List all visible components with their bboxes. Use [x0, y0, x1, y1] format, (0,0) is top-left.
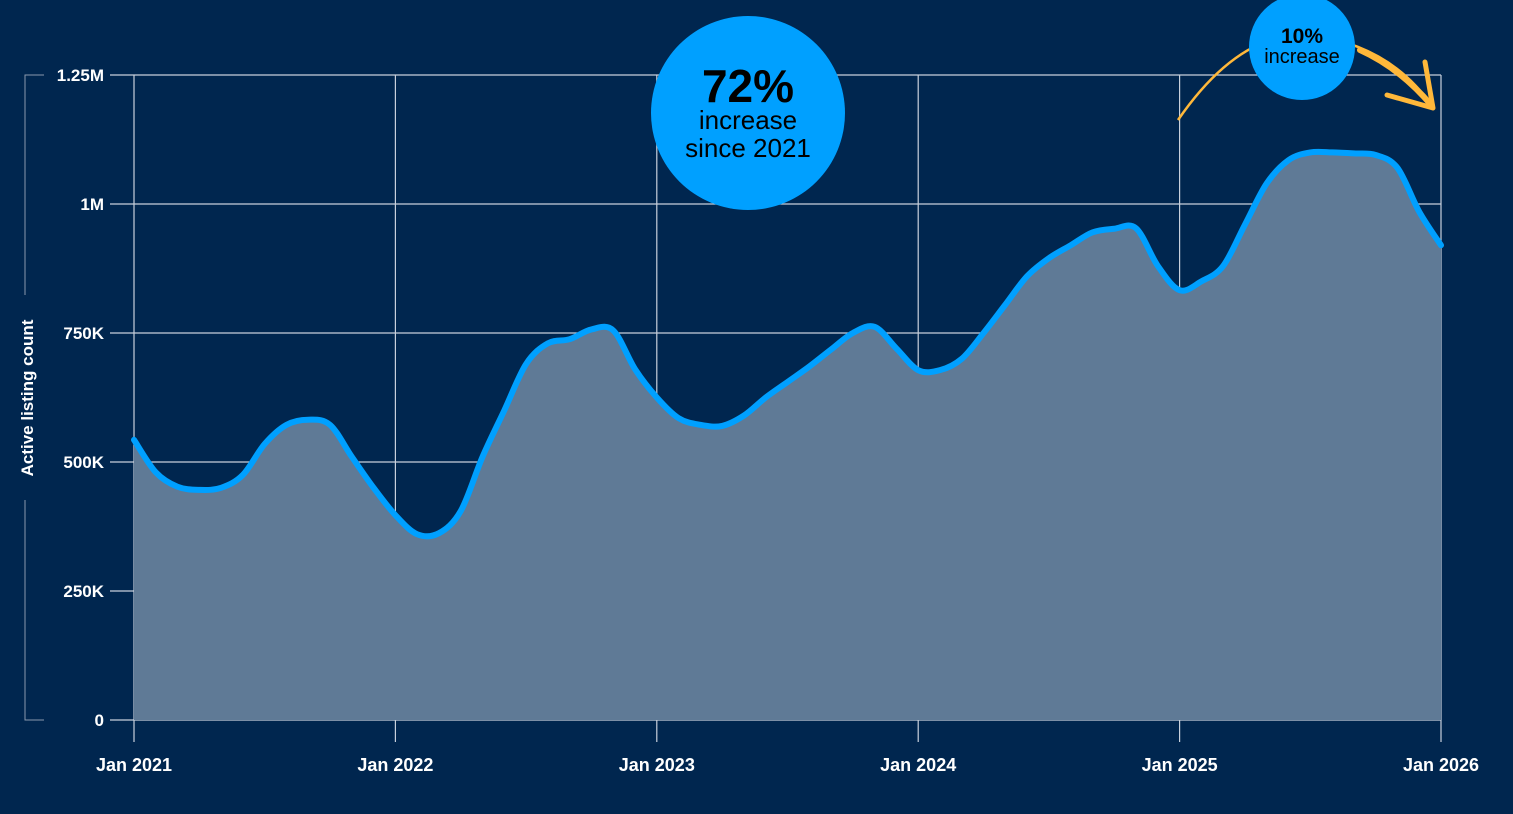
- svg-text:increase: increase: [1264, 46, 1340, 68]
- svg-text:increase: increase: [699, 105, 797, 135]
- svg-text:72%: 72%: [702, 60, 794, 112]
- x-tick-label: Jan 2024: [880, 755, 956, 775]
- svg-text:10%: 10%: [1281, 25, 1323, 48]
- x-tick-label: Jan 2021: [96, 755, 172, 775]
- annotation-72-percent: 72% increase since 2021: [651, 16, 845, 210]
- y-axis-label: Active listing count: [18, 319, 37, 476]
- svg-text:since 2021: since 2021: [685, 133, 811, 163]
- y-tick-label: 1M: [80, 195, 104, 214]
- series-line: [131, 148, 1444, 540]
- y-tick-label: 750K: [63, 324, 104, 343]
- y-tick-label: 1.25M: [57, 66, 104, 85]
- x-tick-label: Jan 2023: [619, 755, 695, 775]
- x-tick-label: Jan 2022: [357, 755, 433, 775]
- annotation-10-percent: 10% increase: [1249, 0, 1355, 100]
- y-tick-label: 250K: [63, 582, 104, 601]
- y-axis-bracket: Active listing count: [14, 74, 44, 721]
- area-fill: [134, 151, 1441, 720]
- x-tick-label: Jan 2026: [1403, 755, 1479, 775]
- x-axis: Jan 2021 Jan 2022 Jan 2023 Jan 2024 Jan 2025…: [96, 755, 1479, 775]
- y-tick-label: 0: [95, 711, 104, 730]
- y-axis: 0 250K 500K 750K 1M 1.25M: [57, 66, 105, 730]
- y-tick-label: 500K: [63, 453, 104, 472]
- x-tick-label: Jan 2025: [1142, 755, 1218, 775]
